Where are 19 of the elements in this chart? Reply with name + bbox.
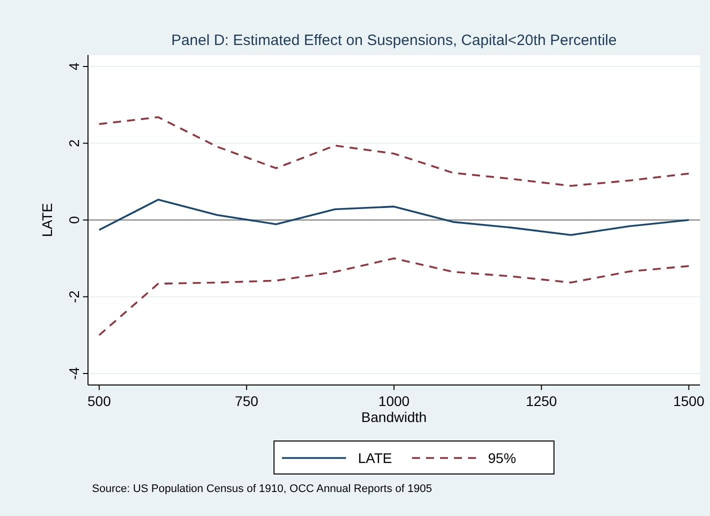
y-tick-label: 2 <box>66 139 82 148</box>
line-series <box>98 116 690 187</box>
line-series <box>98 198 690 236</box>
y-tick-label: 0 <box>66 216 82 224</box>
legend-label: LATE <box>358 450 392 466</box>
y-axis-title: LATE <box>39 203 55 237</box>
chart-title: Panel D: Estimated Effect on Suspensions, Capital<20th Percentile <box>171 32 617 49</box>
x-tick-label: 750 <box>234 393 258 409</box>
x-tick-label: 1250 <box>526 393 558 409</box>
y-tick-label: -4 <box>66 367 82 380</box>
y-tick-label: 4 <box>66 62 82 70</box>
y-tick-label: -2 <box>66 290 82 303</box>
x-tick-label: 1500 <box>673 393 705 409</box>
source-note: Source: US Population Census of 1910, OCC Annual Reports of 1905 <box>92 483 432 495</box>
legend-label: 95% <box>488 450 516 466</box>
x-tick-label: 500 <box>88 393 112 409</box>
line-series <box>98 257 690 336</box>
x-tick-label: 1000 <box>378 393 410 409</box>
x-axis-title: Bandwidth <box>361 409 427 425</box>
